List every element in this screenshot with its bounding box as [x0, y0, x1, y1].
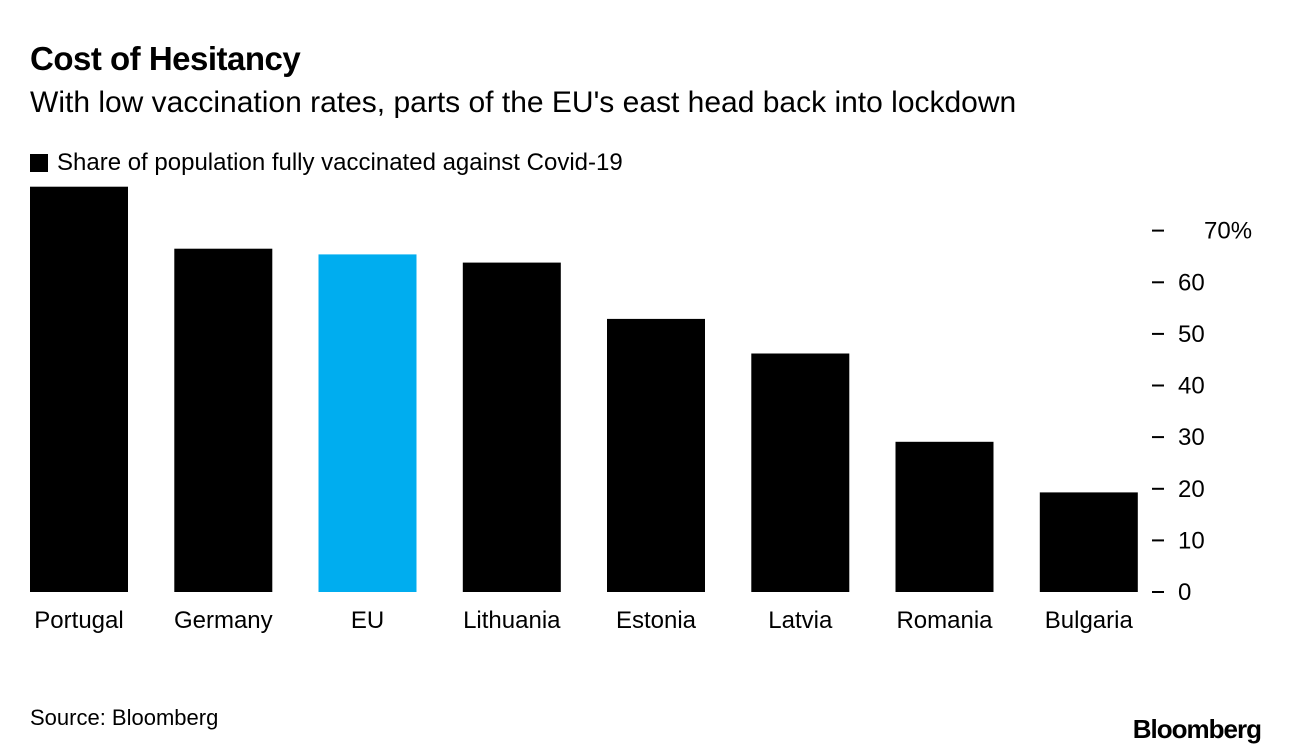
- x-tick-label: Germany: [174, 607, 273, 634]
- bar-latvia: [751, 353, 850, 592]
- bar-estonia: [607, 318, 705, 592]
- y-tick-label: 60: [1178, 269, 1205, 296]
- y-tick-label: 0: [1178, 579, 1191, 606]
- bar-portugal: [30, 186, 128, 592]
- y-tick-label: 10: [1178, 527, 1205, 554]
- chart-title: Cost of Hesitancy: [30, 40, 301, 77]
- bar-eu: [318, 254, 417, 592]
- y-tick-label: 40: [1178, 373, 1205, 400]
- x-tick-label: EU: [351, 607, 384, 634]
- x-tick-label: Estonia: [616, 607, 697, 634]
- bar-romania: [895, 441, 994, 592]
- bar-bulgaria: [1039, 492, 1138, 592]
- y-tick-label: 50: [1178, 321, 1205, 348]
- y-tick-label: 30: [1178, 424, 1205, 451]
- x-tick-label: Portugal: [34, 607, 123, 634]
- legend: Share of population fully vaccinated aga…: [30, 149, 623, 177]
- bar-chart: Portugal Germany EU Lithuania Estonia Latvia R…: [30, 186, 1252, 634]
- bar-lithuania: [462, 262, 561, 592]
- bar-germany: [174, 248, 273, 592]
- y-tick-label: 70%: [1204, 218, 1252, 245]
- x-tick-label: Lithuania: [463, 607, 561, 634]
- x-tick-label: Bulgaria: [1045, 607, 1134, 634]
- x-tick-label: Latvia: [768, 607, 833, 634]
- legend-swatch: [30, 154, 48, 172]
- source-note: Source: Bloomberg: [30, 705, 219, 730]
- y-tick-label: 20: [1178, 476, 1205, 503]
- x-tick-label: Romania: [896, 607, 993, 634]
- chart-subtitle: With low vaccination rates, parts of the…: [30, 86, 1017, 119]
- legend-label: Share of population fully vaccinated aga…: [57, 149, 623, 176]
- bloomberg-logo: Bloomberg: [1132, 714, 1262, 744]
